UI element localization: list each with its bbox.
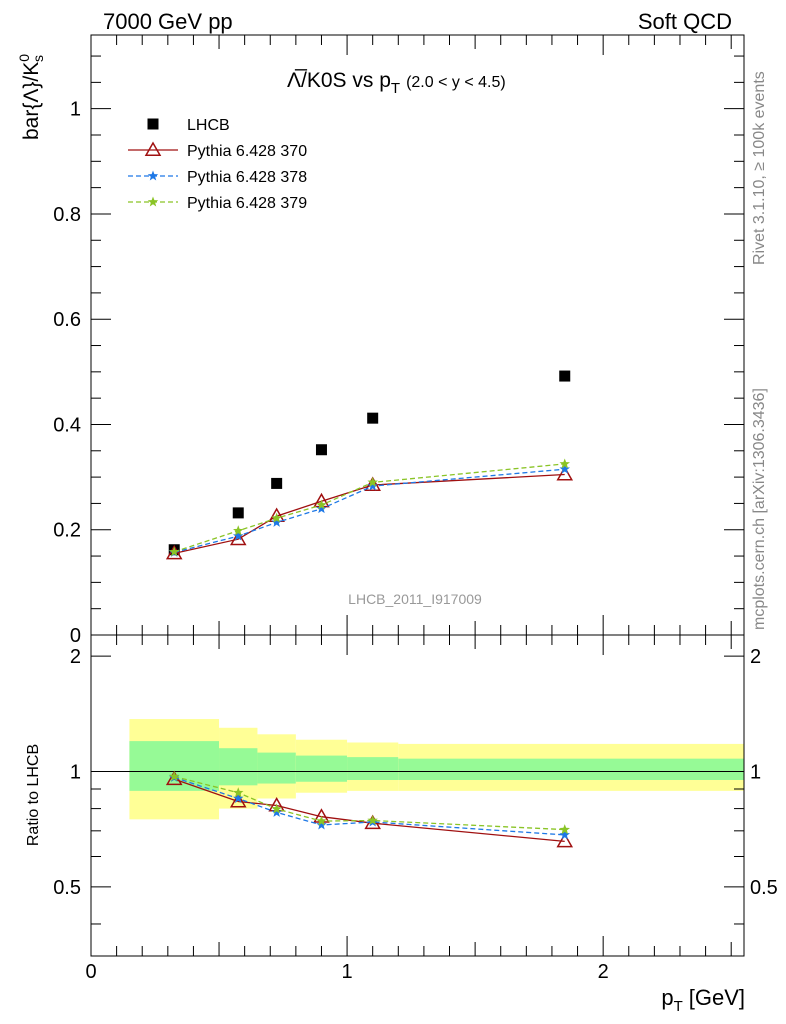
main-ylabel-sub: s — [30, 55, 46, 62]
main-series-line — [173, 463, 565, 553]
main-series-group — [168, 370, 571, 556]
main-data-point — [271, 477, 283, 489]
main-data-point — [168, 546, 180, 557]
ratio-data-point — [367, 814, 378, 825]
ratio-ylabel: Ratio to LHCB — [25, 744, 42, 846]
main-data-point — [233, 530, 244, 541]
legend-marker — [147, 170, 159, 181]
legend-marker — [144, 141, 162, 156]
ratio-ytick-label-right: 1 — [750, 761, 761, 783]
main-series-group — [168, 458, 570, 557]
main-ylabel: bar{Λ}/K0s — [16, 54, 46, 140]
main-ytick-label: 0.2 — [53, 520, 81, 542]
main-title-sub: T — [391, 80, 400, 97]
legend-label: Pythia 6.428 378 — [187, 169, 307, 186]
main-series-line — [174, 468, 565, 554]
main-data-point — [271, 516, 282, 527]
uncertainty-band-green — [257, 752, 296, 784]
header-right: Soft QCD — [638, 9, 732, 34]
legend: LHCB Pythia 6.428 370 Pythia 6.428 378 Pyth… — [128, 117, 307, 212]
uncertainty-band-green — [129, 741, 220, 791]
ratio-data-point — [559, 829, 570, 840]
main-ytick-label: 0 — [70, 625, 81, 647]
main-data-point — [367, 480, 378, 491]
ratio-series-line — [173, 776, 565, 836]
uncertainty-band-green — [295, 755, 348, 782]
main-data-point — [367, 412, 379, 424]
ratio-data-point — [316, 815, 327, 826]
ratio-data-point — [168, 771, 180, 781]
main-data-point — [233, 525, 244, 536]
main-data-point — [559, 458, 570, 469]
ratio-frame — [90, 634, 745, 957]
uncertainty-band-green — [219, 748, 258, 786]
main-data-point — [559, 370, 571, 382]
main-data-point — [316, 499, 327, 510]
legend-label: Pythia 6.428 379 — [187, 195, 307, 212]
ratio-ytick-label-right: 2 — [750, 646, 761, 668]
x-axis-label: pT [GeV] — [661, 985, 745, 1015]
x-tick-label: 1 — [342, 961, 353, 983]
ratio-series-line — [174, 775, 565, 831]
main-title-range: (2.0 < y < 4.5) — [406, 74, 506, 91]
ratio-ytick-label-right: 0.5 — [750, 877, 778, 899]
uncertainty-band-green — [398, 758, 744, 780]
ratio-data-point — [556, 832, 574, 848]
main-data-point — [316, 503, 327, 514]
x-tick-label: 2 — [598, 961, 609, 983]
main-data-point — [165, 544, 183, 560]
x-axis-label-text: p — [661, 985, 673, 1010]
ratio-data-point — [233, 793, 244, 803]
ratio-ytick-label-left: 1 — [70, 761, 81, 783]
main-data-point — [232, 507, 244, 519]
ratio-data-point — [271, 806, 282, 817]
main-panel: 0 0.2 0.4 0.6 0.8 1 Λ̅/K0S vs pT (2.0 < y < 4.… — [16, 34, 745, 647]
ratio-data-point — [233, 787, 244, 798]
ratio-series-line — [173, 778, 565, 843]
main-data-point — [364, 476, 381, 491]
main-ytick-label: 0.8 — [53, 204, 81, 226]
main-data-point — [367, 476, 378, 487]
x-axis-label-sub: T — [674, 998, 683, 1015]
main-ylabel-sup: 0 — [16, 54, 32, 62]
main-ylabel-text: bar{Λ}/K — [20, 62, 43, 140]
main-ytick-label: 0.6 — [53, 309, 81, 331]
main-data-point — [556, 465, 574, 481]
ratio-data-point — [559, 824, 570, 835]
main-data-point — [315, 444, 327, 456]
x-axis-label-unit: [GeV] — [689, 985, 745, 1010]
main-data-point — [271, 512, 282, 523]
ratio-panel: 0.5 0.5 1 1 2 2 0 1 2 Ratio to LHCB pT [GeV] — [25, 634, 778, 1015]
header-left: 7000 GeV pp — [103, 9, 233, 34]
ratio-data-point — [229, 792, 247, 808]
uncertainty-bands — [129, 719, 744, 820]
ratio-series-group — [168, 771, 570, 835]
ratio-ytick-label-left: 0.5 — [53, 877, 81, 899]
main-ytick-label: 0.4 — [53, 414, 81, 436]
analysis-watermark: LHCB_2011_I917009 — [348, 591, 482, 607]
main-title: Λ̅/K0S vs pT (2.0 < y < 4.5) — [287, 69, 506, 97]
ratio-data-point — [316, 819, 327, 830]
legend-marker — [147, 118, 159, 130]
ratio-data-point — [271, 803, 282, 814]
mcplots-label: mcplots.cern.ch [arXiv:1306.3436] — [751, 388, 768, 630]
main-data-point — [229, 530, 247, 546]
ratio-axis-ticks — [90, 635, 744, 956]
ratio-ytick-label-left: 2 — [70, 646, 81, 668]
main-ytick-label: 1 — [70, 99, 81, 121]
x-tick-label: 0 — [85, 961, 96, 983]
main-title-text: Λ̅/K0S vs p — [287, 69, 391, 92]
uncertainty-band-green — [347, 757, 399, 780]
legend-label: Pythia 6.428 370 — [187, 143, 307, 160]
legend-label: LHCB — [187, 117, 230, 134]
main-data-point — [559, 463, 570, 474]
rivet-label: Rivet 3.1.10, ≥ 100k events — [751, 71, 768, 265]
legend-marker — [147, 196, 159, 207]
